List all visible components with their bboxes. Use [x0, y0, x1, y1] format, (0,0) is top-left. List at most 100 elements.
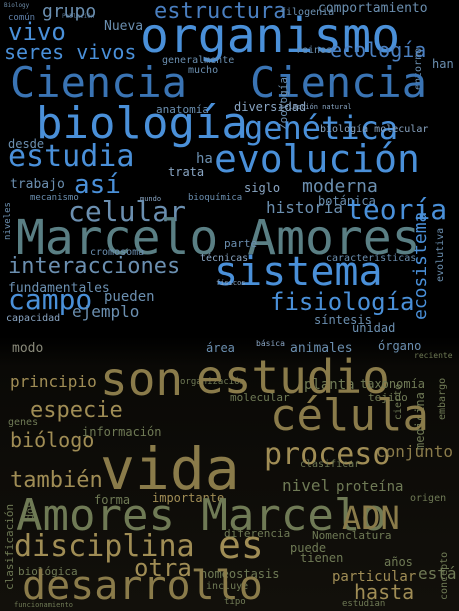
word-especie: especie	[30, 398, 123, 423]
word-sintesis: síntesis	[314, 313, 372, 327]
word-interacciones: interacciones	[8, 254, 181, 279]
word-tecnicas: técnicas	[200, 253, 249, 264]
word-biologo: biólogo	[10, 428, 95, 452]
word-desde: desde	[8, 137, 45, 151]
word-unidad: unidad	[352, 321, 396, 335]
word-disciplina: disciplina	[14, 529, 195, 564]
word-evolucion: evolución	[214, 137, 420, 181]
word-tambien: también	[10, 468, 103, 493]
word-siglo: siglo	[244, 181, 281, 195]
word-tipo: tipo	[224, 597, 246, 607]
word-organo: órgano	[378, 339, 422, 353]
word-nomenclatura: Nomenclatura	[312, 529, 392, 542]
word-comportamiento: comportamiento	[318, 1, 428, 16]
word-taxonomia: taxonomía	[360, 377, 426, 391]
word-informacion: información	[82, 425, 162, 439]
word-vida: vida	[100, 435, 240, 503]
word-homeostasis: homeostasis	[200, 567, 280, 581]
word-tienen: tienen	[300, 551, 344, 565]
word-basica: básica	[256, 339, 285, 348]
word-han: han	[432, 57, 454, 71]
word-organizacion: organización	[180, 377, 246, 387]
word-evolutiva: evolutiva	[435, 227, 446, 282]
word-estudio: estudio	[196, 350, 390, 404]
word-tejido: tejido	[368, 391, 408, 404]
word-reinos: reinos	[296, 45, 333, 56]
word-parte: parte	[224, 237, 258, 250]
word-hasta: hasta	[354, 580, 415, 604]
word-mecanismo: mecanismo	[30, 193, 79, 203]
word-forma: forma	[94, 493, 131, 507]
word-seres-vivos: seres vivos	[4, 40, 137, 64]
word-marcelo-amores: Marcelo Amores	[16, 210, 421, 266]
word-asi: así	[74, 170, 121, 200]
word-ciencia-2: Ciencia	[250, 58, 428, 107]
word-historia: historia	[266, 198, 344, 217]
word-estructura: estructura	[154, 0, 287, 24]
word-proteina: proteína	[336, 479, 404, 495]
word-estudian: estudian	[342, 599, 386, 609]
word-conjunto: conjunto	[376, 442, 454, 461]
word-comun: común	[8, 13, 36, 23]
word-genetica: genética	[244, 109, 399, 147]
word-celula: célula	[270, 390, 429, 441]
word-animales: animales	[290, 341, 353, 356]
word-genes: genes	[8, 417, 39, 428]
word-celular: celular	[68, 195, 187, 228]
word-diferencia: diferencia	[224, 527, 291, 540]
word-diversidad: diversidad	[234, 100, 307, 114]
word-trata: trata	[168, 165, 205, 179]
word-incluye: incluye	[206, 581, 249, 592]
word-particular: particular	[332, 569, 417, 585]
word-fundamentales: fundamentales	[8, 281, 110, 296]
word-ecologia: ecología	[330, 38, 427, 62]
word-biology: Biology	[4, 2, 30, 9]
word-biologica: biológica	[18, 565, 78, 578]
word-adn: ADN	[342, 499, 400, 537]
word-estudia: estudia	[8, 139, 135, 174]
word-clasificar: clasificar	[300, 459, 361, 470]
word-generalmente: generalmente	[162, 55, 235, 66]
word-amores-marcelo: Amores Marcelo	[16, 490, 387, 541]
word-ciencia-1: Ciencia	[10, 58, 188, 107]
word-botanica: botánica	[318, 194, 376, 208]
word-es: es	[218, 523, 264, 567]
word-anos: años	[384, 555, 413, 569]
word-embargo: embargo	[437, 377, 448, 420]
word-teoria: teoría	[346, 193, 448, 226]
word-concepto: concepto	[439, 551, 450, 600]
word-nivel: nivel	[282, 476, 331, 495]
word-seleccion-natural: selección natural	[280, 103, 352, 111]
word-trabajo: trabajo	[10, 177, 65, 192]
word-mucho: mucho	[188, 65, 219, 76]
word-biologia-molecular: biología molecular	[320, 124, 429, 135]
word-modo: modo	[12, 341, 44, 356]
word-planta: planta	[304, 377, 355, 393]
word-area: área	[206, 341, 235, 355]
word-son: son	[100, 352, 184, 406]
word-otra: otra	[134, 554, 192, 582]
word-anatomia: anatomía	[156, 103, 209, 116]
word-puede: puede	[290, 541, 327, 555]
word-caracteristica: características	[326, 253, 417, 264]
word-cromosoma: cromosoma	[90, 247, 145, 258]
word-campo: campo	[8, 283, 93, 316]
word-niveles: niveles	[3, 202, 13, 240]
word-vivo: vivo	[8, 18, 66, 46]
word-moderna: moderna	[302, 176, 378, 197]
word-nueva: Nueva	[104, 19, 144, 34]
word-funcionamiento: funcionamiento	[14, 601, 74, 609]
word-pueden: pueden	[104, 289, 155, 305]
word-bioquimica: bioquímica	[188, 193, 243, 203]
word-importante: importante	[152, 491, 225, 505]
word-fisiologia: fisiología	[270, 288, 415, 316]
word-origen: origen	[410, 493, 447, 504]
word-filogenia: filogenia	[280, 7, 335, 18]
word-molecular: molecular	[230, 391, 290, 404]
word-poblacion: Población	[62, 13, 95, 20]
word-reciente: reciente	[414, 351, 453, 360]
word-mundo: mundo	[140, 195, 162, 203]
word-fisicos: físicos	[216, 279, 246, 287]
word-biologia: biología	[36, 98, 248, 149]
